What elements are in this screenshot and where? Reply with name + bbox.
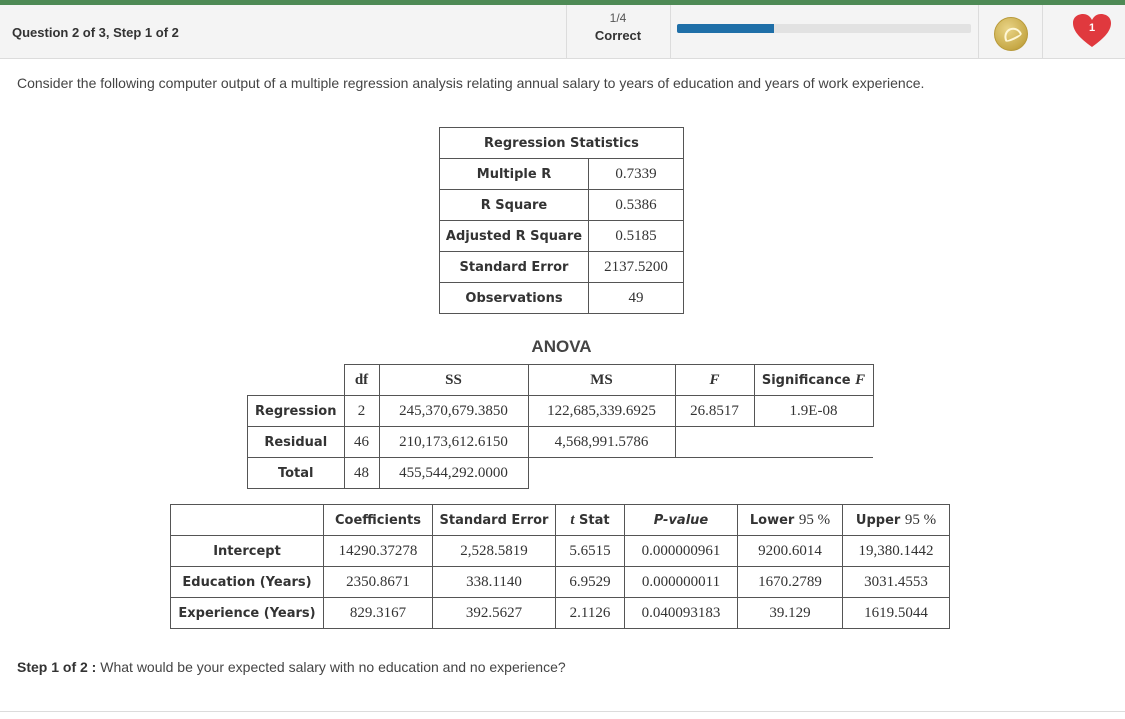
anova-table: df SS MS F Significance F Regression 2 2… <box>247 364 874 489</box>
progress-status: Correct <box>594 28 642 43</box>
step-label: Step 1 of 2 : <box>17 659 97 675</box>
anova-ss: 455,544,292.0000 <box>378 457 529 489</box>
empty-cell <box>674 426 873 458</box>
anova-row-label: Regression <box>247 395 345 427</box>
upper-label: Upper <box>855 513 905 528</box>
coef-t: 6.9529 <box>555 566 625 598</box>
coef-upper: 1619.5044 <box>842 597 950 629</box>
coefficients-table: Coefficients Standard Error t Stat P-val… <box>170 504 950 629</box>
coin-icon[interactable] <box>994 17 1028 51</box>
progress-bar <box>677 24 971 33</box>
coef-se: 338.1140 <box>432 566 556 598</box>
coef-upper: 3031.4553 <box>842 566 950 598</box>
lower-label: Lower <box>749 513 799 528</box>
stat-label: Observations <box>439 282 589 314</box>
coef-lower: 39.129 <box>737 597 843 629</box>
stat-value: 0.5386 <box>588 189 684 221</box>
anova-df: 46 <box>343 426 380 458</box>
stat-label: Standard Error <box>439 251 589 283</box>
coef-p: 0.000000961 <box>624 535 738 567</box>
lower-95: 95 % <box>798 512 831 528</box>
anova-title: ANOVA <box>531 337 592 356</box>
anova-f: 26.8517 <box>674 395 755 427</box>
header-divider <box>670 5 671 58</box>
coef-se: 392.5627 <box>432 597 556 629</box>
coef-lower: 1670.2789 <box>737 566 843 598</box>
coef-row-label: Experience (Years) <box>170 597 324 629</box>
coef-row-label: Intercept <box>170 535 324 567</box>
coef-header-standard-error: Standard Error <box>432 504 556 536</box>
anova-header-f: F <box>674 364 755 396</box>
coef-header-coefficients: Coefficients <box>323 504 433 536</box>
coef-value: 2350.8671 <box>323 566 433 598</box>
coef-header-lower-95: Lower 95 % <box>737 504 843 536</box>
anova-ss: 245,370,679.3850 <box>378 395 529 427</box>
question-step-title: Question 2 of 3, Step 1 of 2 <box>12 25 179 40</box>
coef-header-p-value: P-value <box>624 504 738 536</box>
step-question-text: What would be your expected salary with … <box>100 659 566 675</box>
coef-t: 2.1126 <box>555 597 625 629</box>
header-divider <box>978 5 979 58</box>
empty-cell <box>527 457 873 489</box>
significance-label: Significance <box>761 373 856 388</box>
anova-ms: 122,685,339.6925 <box>527 395 676 427</box>
anova-header-ss: SS <box>378 364 529 396</box>
coef-t: 5.6515 <box>555 535 625 567</box>
hearts-count: 1 <box>1088 22 1096 34</box>
stat-value: 2137.5200 <box>588 251 684 283</box>
stat-value: 49 <box>588 282 684 314</box>
progress-bar-fill <box>677 24 775 33</box>
coef-value: 829.3167 <box>323 597 433 629</box>
coef-lower: 9200.6014 <box>737 535 843 567</box>
anova-header-significance: Significance F <box>753 364 874 396</box>
upper-95: 95 % <box>904 512 937 528</box>
t-stat-label: Stat <box>574 513 610 528</box>
coef-value: 14290.37278 <box>323 535 433 567</box>
anova-row-label: Residual <box>247 426 345 458</box>
stat-value: 0.5185 <box>588 220 684 252</box>
coef-p: 0.000000011 <box>624 566 738 598</box>
heart-icon[interactable] <box>1072 13 1112 49</box>
step-question: Step 1 of 2 : What would be your expecte… <box>17 659 566 675</box>
header-divider <box>566 5 567 58</box>
header-divider <box>1042 5 1043 58</box>
stat-label: R Square <box>439 189 589 221</box>
progress-fraction: 1/4 <box>609 11 627 25</box>
coef-upper: 19,380.1442 <box>842 535 950 567</box>
coef-header-upper-95: Upper 95 % <box>842 504 950 536</box>
significance-f: F <box>855 372 866 388</box>
regression-statistics-table: Regression Statistics Multiple R 0.7339 R… <box>439 127 684 314</box>
progress-indicator: 1/4 Correct <box>566 11 670 43</box>
anova-header-df: df <box>343 364 380 396</box>
stat-label: Adjusted R Square <box>439 220 589 252</box>
anova-row-label: Total <box>247 457 345 489</box>
t-italic: t <box>570 512 575 528</box>
regression-statistics-title: Regression Statistics <box>439 127 684 159</box>
stat-value: 0.7339 <box>588 158 684 190</box>
coef-row-label: Education (Years) <box>170 566 324 598</box>
anova-df: 48 <box>343 457 380 489</box>
anova-header-ms: MS <box>527 364 676 396</box>
anova-significance: 1.9E-08 <box>753 395 874 427</box>
coef-header-t-stat: t Stat <box>555 504 625 536</box>
coef-p: 0.040093183 <box>624 597 738 629</box>
top-accent-bar <box>0 0 1125 5</box>
question-header: Question 2 of 3, Step 1 of 2 1/4 Correct… <box>0 5 1125 59</box>
coef-se: 2,528.5819 <box>432 535 556 567</box>
anova-ss: 210,173,612.6150 <box>378 426 529 458</box>
anova-ms: 4,568,991.5786 <box>527 426 676 458</box>
stat-label: Multiple R <box>439 158 589 190</box>
empty-cell <box>170 504 324 536</box>
empty-cell <box>248 365 345 396</box>
question-prompt: Consider the following computer output o… <box>17 75 925 91</box>
answer-area-divider <box>0 711 1125 712</box>
anova-df: 2 <box>343 395 380 427</box>
